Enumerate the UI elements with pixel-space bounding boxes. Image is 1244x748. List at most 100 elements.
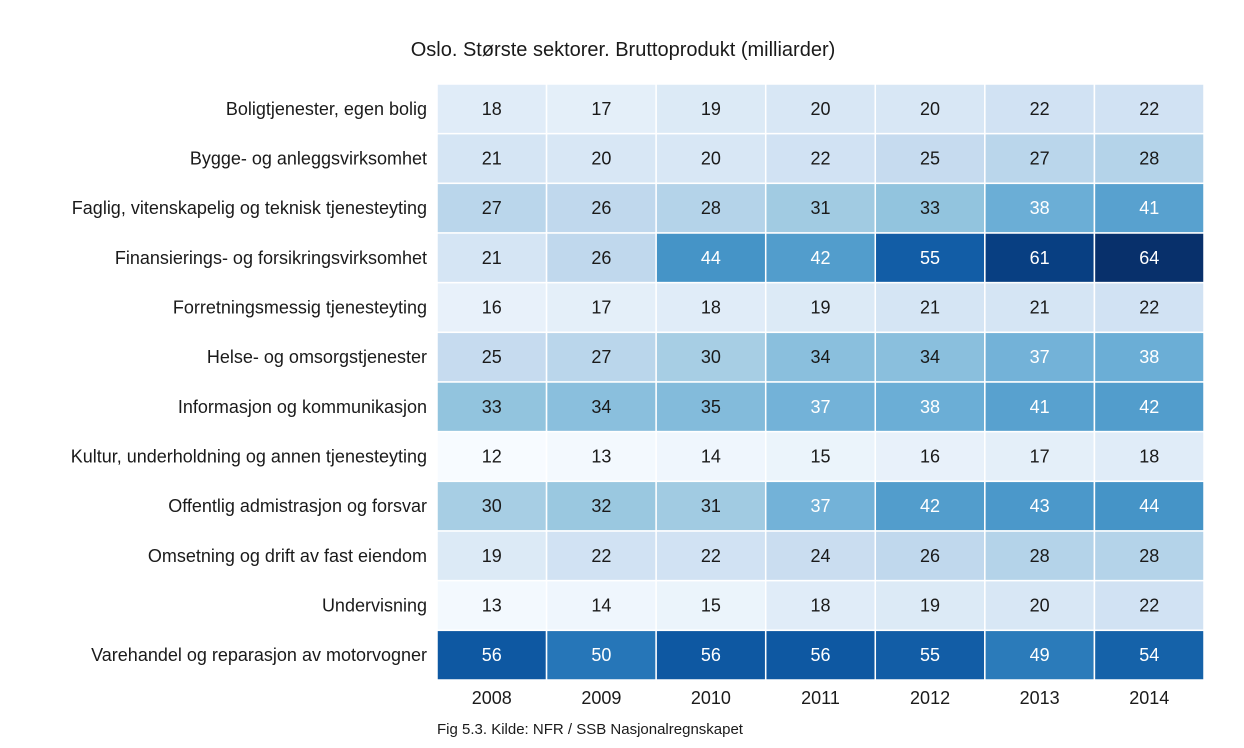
cell-value-label: 20 [920,99,940,119]
cell-value-label: 16 [920,447,940,467]
cell-value-label: 15 [810,447,830,467]
cell-value-label: 17 [1030,447,1050,467]
cell-value-label: 54 [1139,645,1159,665]
heatmap-cell [545,331,657,383]
heatmap-cell [1093,579,1205,632]
cell-value-label: 18 [810,596,830,616]
cell-value-label: 26 [591,198,611,218]
heatmap-cell [874,132,986,185]
cell-value-label: 13 [591,447,611,467]
cell-value-label: 44 [1139,496,1159,516]
cell-value-label: 50 [591,645,611,665]
row-label: Varehandel og reparasjon av motorvogner [91,645,427,665]
row-label: Kultur, underholdning og annen tjenestey… [71,447,427,467]
cell-value-label: 20 [1030,596,1050,616]
cell-value-label: 42 [920,496,940,516]
heatmap-cell [655,381,767,433]
cell-value-label: 26 [591,248,611,268]
heatmap-cell [764,430,877,483]
column-tick-label: 2012 [910,688,950,708]
cell-value-label: 21 [482,248,502,268]
cell-value-label: 44 [701,248,721,268]
cell-value-label: 18 [482,99,502,119]
cell-value-label: 21 [482,149,502,169]
cell-value-label: 21 [920,298,940,318]
row-label: Offentlig admistrasjon og forsvar [168,496,427,516]
cell-value-label: 13 [482,596,502,616]
cell-value-label: 27 [591,347,611,367]
cell-value-label: 55 [920,248,940,268]
cell-value-label: 21 [1030,298,1050,318]
cell-value-label: 34 [591,397,611,417]
heatmap-cell [655,132,767,185]
cell-value-label: 28 [701,198,721,218]
cell-value-label: 35 [701,397,721,417]
heatmap-cell [436,331,548,383]
heatmap-cell [655,281,767,334]
cell-value-label: 56 [701,645,721,665]
heatmap-cell [764,530,877,582]
cell-value-label: 15 [701,596,721,616]
heatmap-cell [436,381,548,433]
column-tick-label: 2009 [581,688,621,708]
cell-value-label: 26 [920,546,940,566]
cell-value-label: 25 [482,347,502,367]
cell-value-label: 22 [1139,298,1159,318]
cell-value-label: 25 [920,149,940,169]
row-label: Undervisning [322,596,427,616]
cell-value-label: 38 [1139,347,1159,367]
chart-caption: Fig 5.3. Kilde: NFR / SSB Nasjonalregnsk… [437,721,744,738]
heatmap-cell [436,281,548,334]
cell-value-label: 22 [591,546,611,566]
heatmap-cell [874,629,986,681]
cell-value-label: 24 [810,546,830,566]
cell-value-label: 56 [810,645,830,665]
cell-value-label: 20 [591,149,611,169]
cell-value-label: 28 [1139,546,1159,566]
heatmap-cell [874,530,986,582]
cell-value-label: 27 [482,198,502,218]
heatmap-cell [764,629,877,681]
column-tick-label: 2010 [691,688,731,708]
cell-value-label: 14 [701,447,721,467]
column-tick-label: 2013 [1020,688,1060,708]
cell-value-label: 42 [810,248,830,268]
cell-value-label: 22 [1139,99,1159,119]
heatmap-cell [545,579,657,632]
cell-value-label: 41 [1030,397,1050,417]
cell-value-label: 33 [482,397,502,417]
heatmap-cell [436,530,548,582]
row-label: Bygge- og anleggsvirksomhet [190,149,427,169]
heatmap-cell [1093,530,1205,582]
heatmap-cell [1093,132,1205,185]
cell-value-label: 38 [1030,198,1050,218]
cell-value-label: 19 [920,596,940,616]
column-labels: 2008 2009 2010 2011 2012 2013 2014 [472,688,1169,708]
row-label: Finansierings- og forsikringsvirksomhet [115,248,427,268]
cell-value-label: 22 [1139,596,1159,616]
heatmap-cell [874,480,986,532]
cell-value-label: 43 [1030,496,1050,516]
cell-value-label: 18 [1139,447,1159,467]
cell-value-label: 19 [701,99,721,119]
cell-value-label: 49 [1030,645,1050,665]
heatmap-cell [874,579,986,632]
cell-value-label: 22 [1030,99,1050,119]
heatmap-cell [984,232,1096,284]
row-label: Faglig, vitenskapelig og teknisk tjenest… [72,198,427,218]
cell-value-label: 42 [1139,397,1159,417]
heatmap-cell [545,629,657,681]
cell-value-label: 28 [1030,546,1050,566]
cell-value-label: 38 [920,397,940,417]
heatmap-cell [764,381,877,433]
cell-value-label: 37 [810,496,830,516]
heatmap-cell [874,182,986,234]
cell-value-label: 55 [920,645,940,665]
cell-value-label: 22 [701,546,721,566]
heatmap-cell [764,182,877,234]
heatmap-cell [545,83,657,135]
heatmap-cell [1093,232,1205,284]
heatmap-cell [655,530,767,582]
cell-value-label: 31 [810,198,830,218]
